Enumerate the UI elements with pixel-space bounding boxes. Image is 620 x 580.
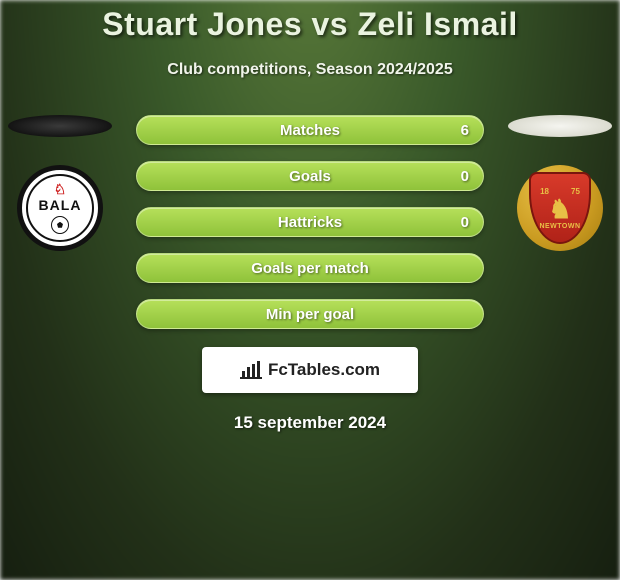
dragon-icon: ♘: [39, 182, 82, 196]
right-shield: 18 75 ♞ NEWTOWN: [529, 172, 591, 244]
left-player-col: ♘ BALA: [8, 115, 112, 251]
date-text: 15 september 2024: [0, 413, 620, 433]
stat-bar-min-per-goal: Min per goal: [136, 299, 484, 329]
left-player-silhouette: [8, 115, 112, 137]
left-badge-content: ♘ BALA: [39, 182, 82, 233]
brand-text: FcTables.com: [268, 360, 380, 380]
right-town-label: NEWTOWN: [539, 223, 580, 230]
stat-bars: Matches 6 Goals 0 Hattricks 0 Goals per …: [112, 115, 508, 329]
football-icon: [51, 216, 69, 234]
right-player-col: 18 75 ♞ NEWTOWN: [508, 115, 612, 251]
stat-value: 6: [461, 122, 469, 139]
stat-label: Hattricks: [278, 214, 342, 231]
comparison-card: Stuart Jones vs Zeli Ismail Club competi…: [0, 0, 620, 433]
stat-bar-goals: Goals 0: [136, 161, 484, 191]
left-team-badge: ♘ BALA: [17, 165, 103, 251]
bar-chart-icon: [240, 361, 262, 379]
stat-label: Matches: [280, 122, 340, 139]
stat-value: 0: [461, 168, 469, 185]
lion-icon: ♞: [548, 196, 571, 222]
right-team-badge: 18 75 ♞ NEWTOWN: [517, 165, 603, 251]
stat-bar-matches: Matches 6: [136, 115, 484, 145]
main-row: ♘ BALA Matches 6 Goals 0 Hattricks 0 Goa…: [0, 115, 620, 329]
stat-label: Goals per match: [251, 260, 369, 277]
page-title: Stuart Jones vs Zeli Ismail: [0, 6, 620, 43]
subtitle: Club competitions, Season 2024/2025: [0, 61, 620, 79]
brand-box[interactable]: FcTables.com: [202, 347, 418, 393]
stat-value: 0: [461, 214, 469, 231]
stat-label: Min per goal: [266, 306, 354, 323]
stat-bar-goals-per-match: Goals per match: [136, 253, 484, 283]
stat-bar-hattricks: Hattricks 0: [136, 207, 484, 237]
right-player-silhouette: [508, 115, 612, 137]
left-badge-main: BALA: [39, 198, 82, 213]
stat-label: Goals: [289, 168, 331, 185]
year-right: 75: [571, 187, 580, 196]
